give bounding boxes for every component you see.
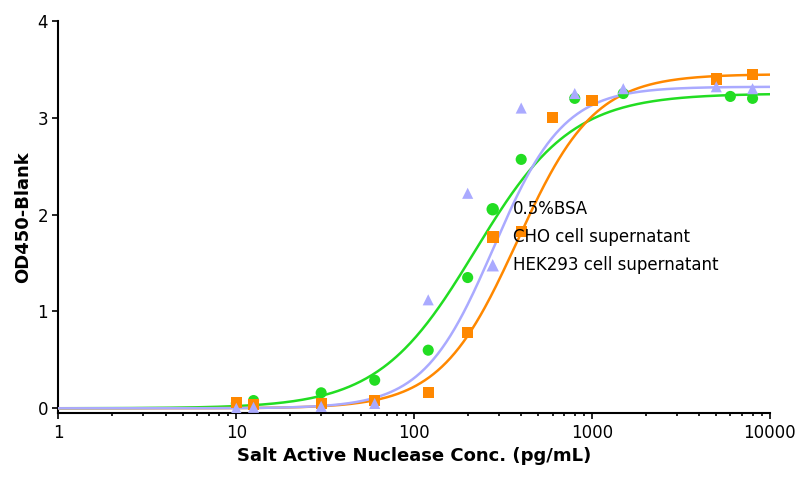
0.5%BSA — [746, 94, 759, 102]
0.5%BSA — [724, 92, 737, 100]
Legend: 0.5%BSA, CHO cell supernatant, HEK293 cell supernatant: 0.5%BSA, CHO cell supernatant, HEK293 ce… — [480, 193, 725, 280]
HEK293 cell supernatant — [422, 296, 435, 304]
0.5%BSA — [247, 397, 260, 404]
HEK293 cell supernatant — [230, 404, 243, 412]
CHO cell supernatant — [586, 96, 599, 104]
HEK293 cell supernatant — [514, 104, 527, 112]
CHO cell supernatant — [461, 329, 474, 337]
Y-axis label: OD450-Blank: OD450-Blank — [14, 151, 32, 283]
0.5%BSA — [369, 376, 382, 384]
0.5%BSA — [616, 90, 629, 97]
HEK293 cell supernatant — [616, 85, 629, 92]
X-axis label: Salt Active Nuclease Conc. (pg/mL): Salt Active Nuclease Conc. (pg/mL) — [237, 447, 591, 465]
CHO cell supernatant — [514, 227, 527, 235]
0.5%BSA — [461, 274, 474, 281]
CHO cell supernatant — [710, 75, 723, 83]
HEK293 cell supernatant — [369, 399, 382, 407]
HEK293 cell supernatant — [461, 190, 474, 197]
0.5%BSA — [314, 389, 327, 397]
0.5%BSA — [230, 399, 243, 407]
HEK293 cell supernatant — [247, 403, 260, 411]
CHO cell supernatant — [230, 399, 243, 406]
HEK293 cell supernatant — [314, 402, 327, 410]
0.5%BSA — [514, 156, 527, 163]
HEK293 cell supernatant — [569, 90, 582, 97]
CHO cell supernatant — [314, 399, 327, 407]
0.5%BSA — [422, 346, 435, 354]
CHO cell supernatant — [546, 114, 559, 122]
HEK293 cell supernatant — [746, 85, 759, 92]
CHO cell supernatant — [247, 400, 260, 408]
0.5%BSA — [569, 94, 582, 102]
CHO cell supernatant — [369, 397, 382, 404]
CHO cell supernatant — [422, 389, 435, 397]
CHO cell supernatant — [746, 70, 759, 78]
HEK293 cell supernatant — [710, 83, 723, 91]
